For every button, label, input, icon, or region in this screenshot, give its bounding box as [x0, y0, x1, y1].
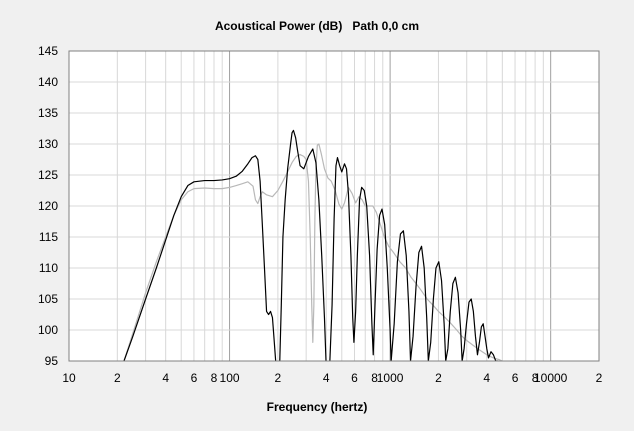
x-tick-label: 10: [62, 371, 76, 385]
x-tick-label: 4: [483, 371, 490, 385]
series-layer: [123, 129, 503, 361]
x-tick-label: 100: [220, 371, 240, 385]
x-tick-label: 2: [114, 371, 121, 385]
x-tick-label: 4: [323, 371, 330, 385]
series-line-2: [123, 143, 503, 361]
x-tick-label: 6: [512, 371, 519, 385]
y-tick-label: 140: [38, 75, 58, 89]
x-tick-label: 2: [435, 371, 442, 385]
x-tick-label: 6: [191, 371, 198, 385]
series-line-1: [123, 129, 499, 361]
y-tick-label: 145: [38, 44, 58, 58]
y-tick-label: 100: [38, 323, 58, 337]
plot-frame: [68, 50, 600, 362]
y-tick-label: 95: [45, 354, 59, 368]
x-tick-label: 8: [371, 371, 378, 385]
x-axis-label: Frequency (hertz): [267, 400, 368, 414]
x-tick-label: 2: [275, 371, 282, 385]
y-tick-label: 130: [38, 137, 58, 151]
x-tick-label: 1000: [377, 371, 404, 385]
chart-title: Acoustical Power (dB) Path 0,0 cm: [215, 19, 419, 33]
x-tick-label: 10000: [534, 371, 568, 385]
y-tick-label: 135: [38, 106, 58, 120]
grid: [68, 50, 600, 362]
x-tick-label: 8: [211, 371, 218, 385]
x-tick-label: 8: [532, 371, 539, 385]
y-tick-label: 120: [38, 199, 58, 213]
x-tick-label: 2: [596, 371, 603, 385]
y-axis: 95 100 105 110 115 120 125 130 135 140 145: [38, 44, 58, 368]
y-tick-label: 115: [39, 230, 58, 244]
y-tick-label: 110: [39, 261, 58, 275]
x-tick-label: 4: [162, 371, 169, 385]
x-tick-label: 6: [351, 371, 358, 385]
y-tick-label: 125: [38, 168, 58, 182]
y-tick-label: 105: [38, 292, 58, 306]
